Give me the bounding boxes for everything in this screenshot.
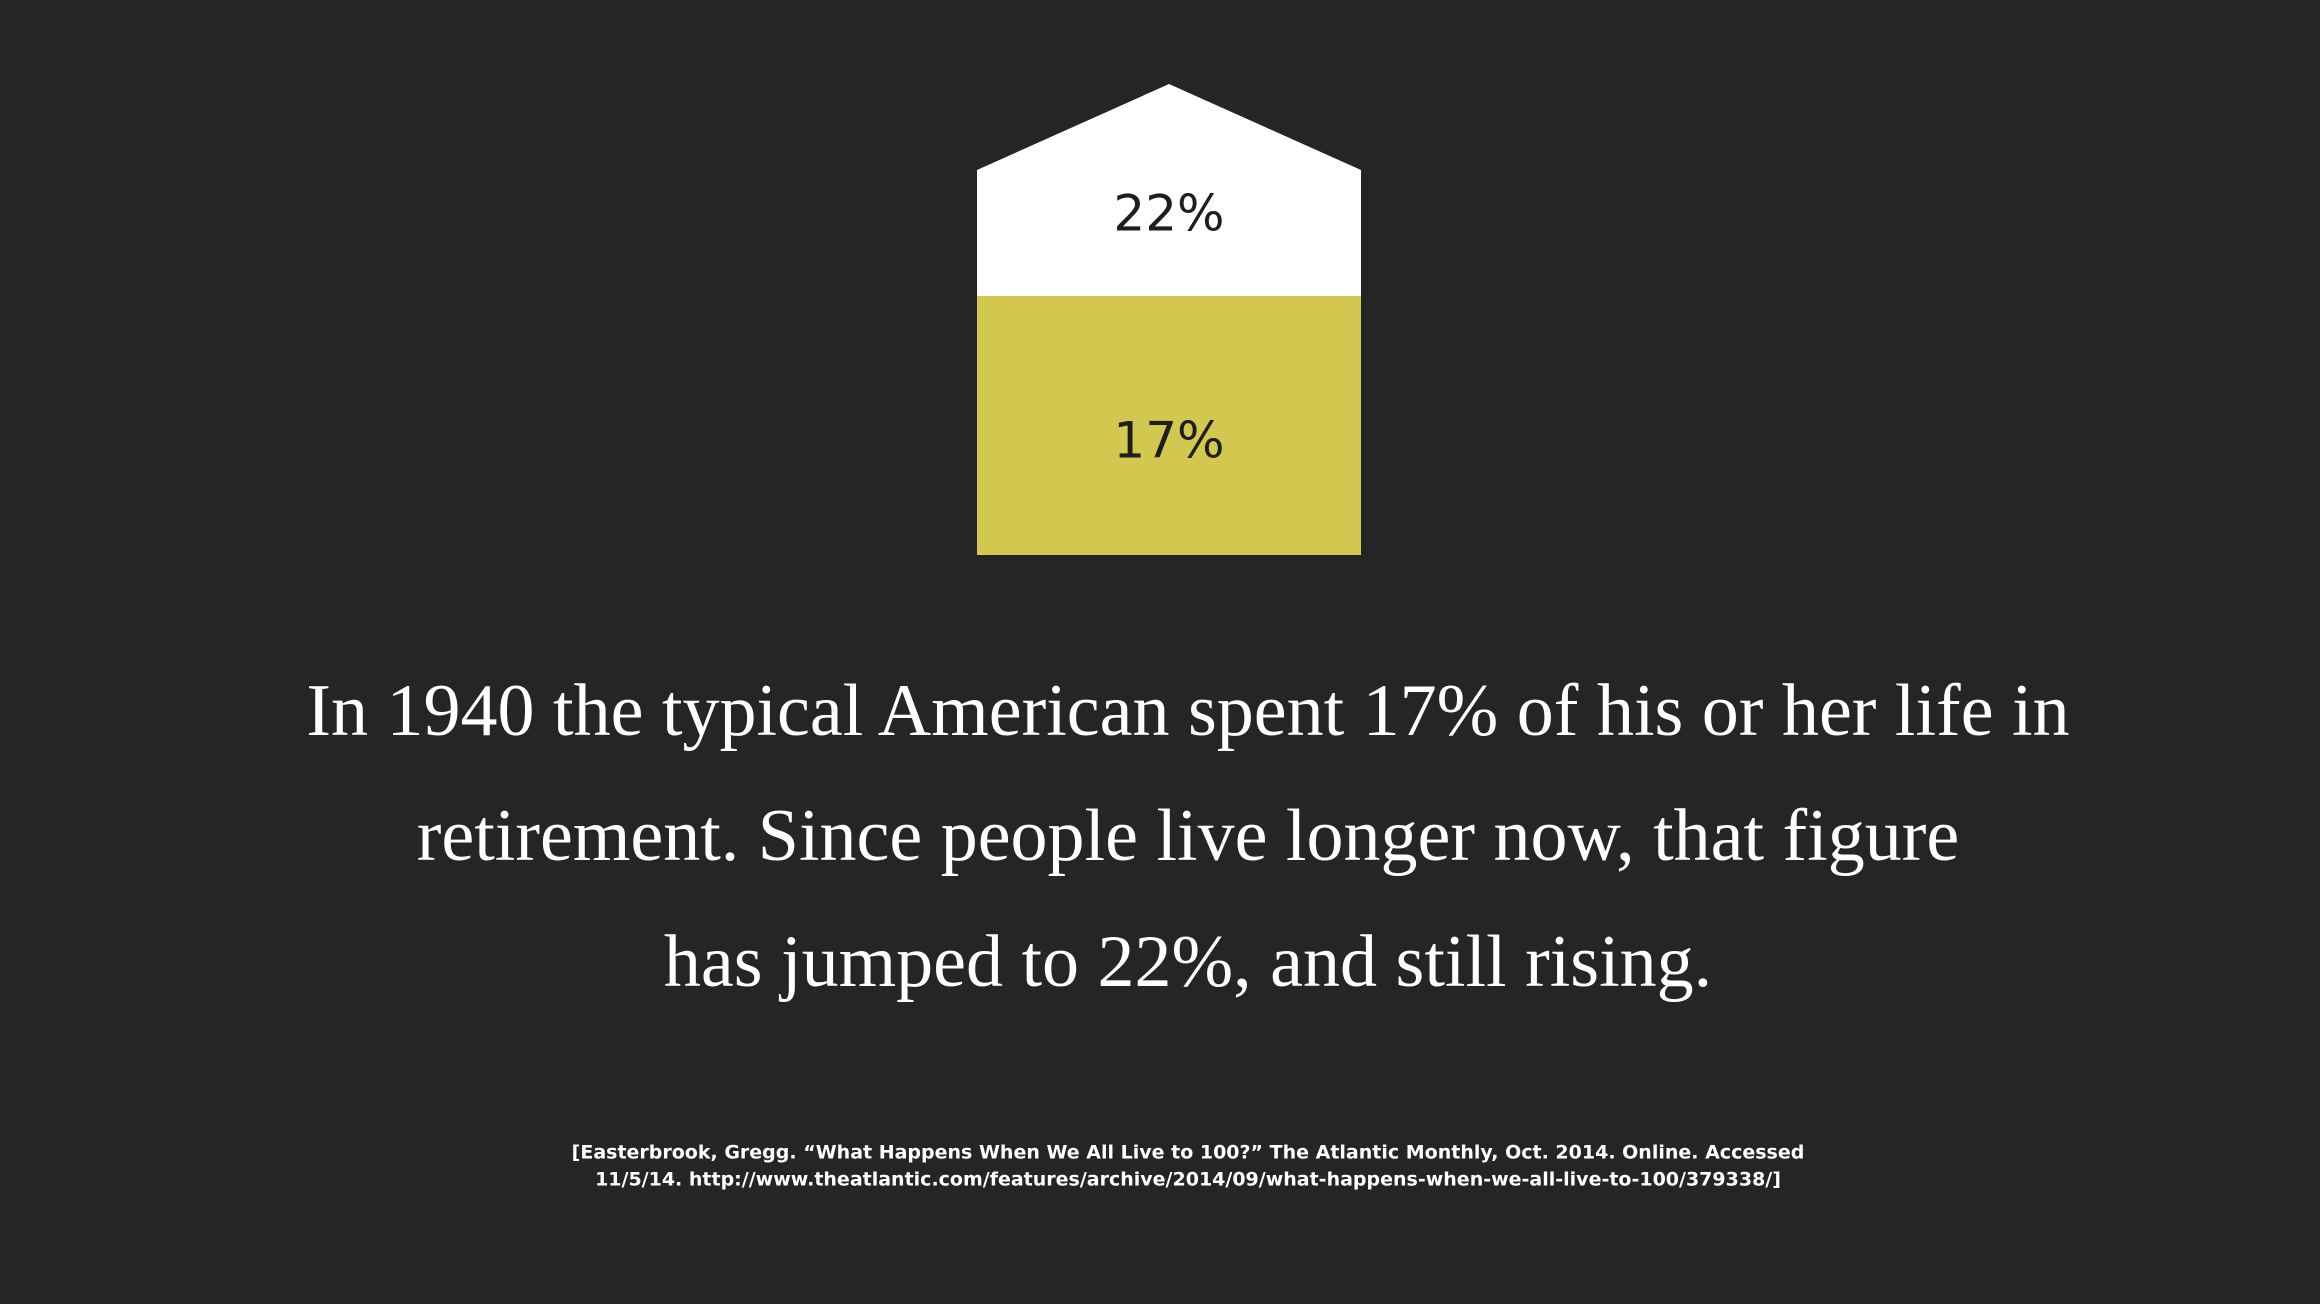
caption-line: has jumped to 22%, and still rising. <box>664 921 1712 1003</box>
citation-line: [Easterbrook, Gregg. “What Happens When … <box>572 1142 1805 1164</box>
citation-line: 11/5/14. http://www.theatlantic.com/feat… <box>595 1169 1781 1191</box>
bottom-label: 17% <box>1113 412 1224 470</box>
caption-line: In 1940 the typical American spent 17% o… <box>306 670 2069 752</box>
house-top <box>977 84 1361 296</box>
caption-line: retirement. Since people live longer now… <box>417 795 1960 877</box>
house-bottom <box>977 296 1361 555</box>
top-label: 22% <box>1113 185 1224 243</box>
